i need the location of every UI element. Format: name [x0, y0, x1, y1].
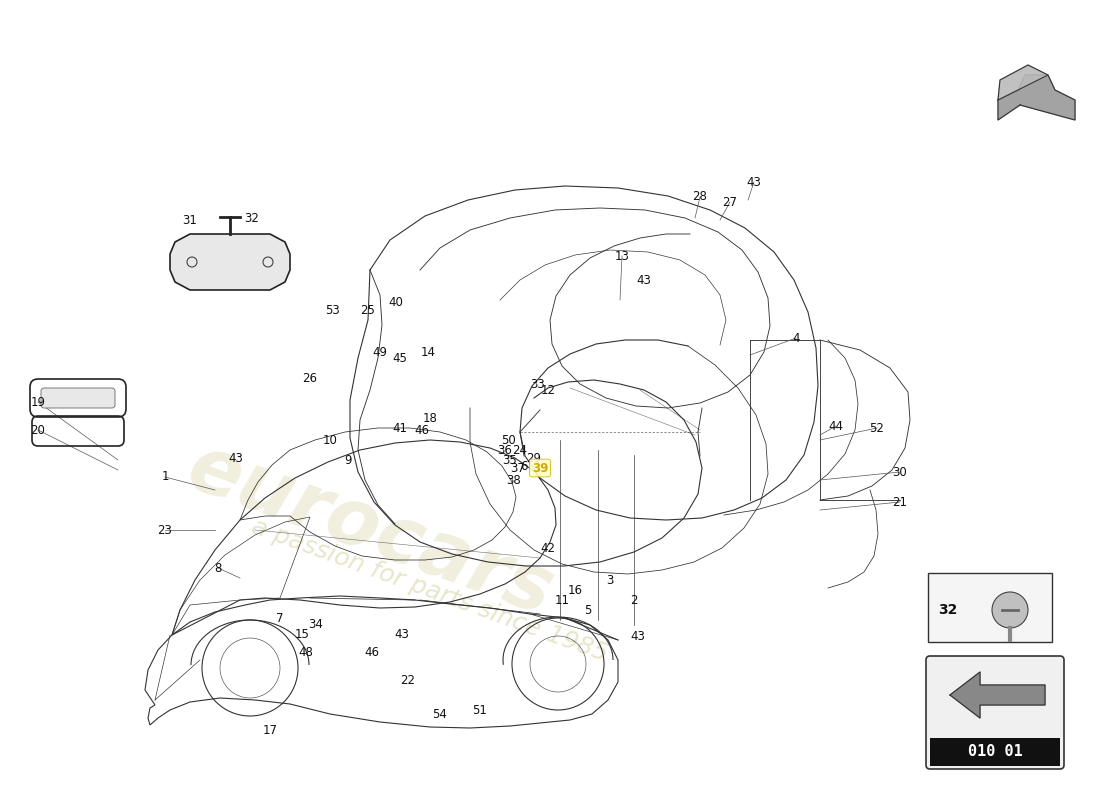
FancyBboxPatch shape [930, 738, 1060, 766]
Text: 33: 33 [530, 378, 546, 391]
Text: 13: 13 [615, 250, 629, 262]
Text: 28: 28 [693, 190, 707, 203]
Text: 2: 2 [630, 594, 638, 607]
Text: 22: 22 [400, 674, 416, 686]
Text: 4: 4 [792, 331, 800, 345]
Text: 36: 36 [497, 443, 513, 457]
Polygon shape [170, 234, 290, 290]
Polygon shape [950, 672, 1045, 718]
Text: 1: 1 [162, 470, 168, 483]
Text: 48: 48 [298, 646, 314, 658]
Text: 37: 37 [510, 462, 526, 474]
Text: 54: 54 [432, 709, 448, 722]
Text: 43: 43 [395, 627, 409, 641]
Text: 6: 6 [520, 461, 528, 474]
Polygon shape [998, 65, 1048, 100]
Text: 15: 15 [295, 627, 309, 641]
Text: a passion for parts since 1985: a passion for parts since 1985 [249, 514, 612, 666]
Text: 8: 8 [214, 562, 222, 574]
Text: 40: 40 [388, 295, 404, 309]
Text: 52: 52 [870, 422, 884, 434]
Text: 23: 23 [157, 523, 173, 537]
Text: 39: 39 [531, 462, 548, 474]
FancyBboxPatch shape [926, 656, 1064, 769]
Text: 34: 34 [309, 618, 323, 630]
Text: 31: 31 [183, 214, 197, 226]
Text: 30: 30 [892, 466, 907, 478]
Text: 25: 25 [361, 303, 375, 317]
Text: 20: 20 [31, 423, 45, 437]
FancyBboxPatch shape [41, 388, 116, 408]
Text: 42: 42 [540, 542, 556, 554]
Text: 16: 16 [568, 585, 583, 598]
Text: eurocars: eurocars [177, 429, 563, 631]
Text: 46: 46 [364, 646, 380, 658]
Text: 3: 3 [606, 574, 614, 586]
Text: 44: 44 [828, 419, 844, 433]
Text: 29: 29 [527, 451, 541, 465]
Text: 21: 21 [892, 495, 907, 509]
Text: 26: 26 [302, 371, 318, 385]
Circle shape [992, 592, 1028, 628]
Text: 45: 45 [393, 351, 407, 365]
Text: 010 01: 010 01 [968, 745, 1022, 759]
FancyBboxPatch shape [928, 573, 1052, 642]
Text: 11: 11 [554, 594, 570, 607]
Text: 19: 19 [31, 395, 45, 409]
Text: 49: 49 [373, 346, 387, 358]
Text: 43: 43 [637, 274, 651, 286]
Text: 7: 7 [276, 611, 284, 625]
Text: 5: 5 [584, 605, 592, 618]
Text: 27: 27 [723, 195, 737, 209]
Text: 24: 24 [513, 443, 528, 457]
Text: 51: 51 [473, 703, 487, 717]
Text: 32: 32 [938, 603, 958, 617]
Text: 43: 43 [747, 175, 761, 189]
Text: 12: 12 [540, 383, 556, 397]
Text: 43: 43 [630, 630, 646, 642]
Text: 50: 50 [500, 434, 516, 446]
Text: 38: 38 [507, 474, 521, 486]
Text: 43: 43 [229, 451, 243, 465]
Text: 10: 10 [322, 434, 338, 446]
Text: 35: 35 [503, 454, 517, 466]
Text: 53: 53 [324, 303, 340, 317]
Text: 14: 14 [420, 346, 436, 358]
Text: 46: 46 [415, 423, 429, 437]
Text: 41: 41 [393, 422, 407, 434]
Text: 32: 32 [244, 211, 260, 225]
Text: 18: 18 [422, 411, 438, 425]
Polygon shape [998, 75, 1075, 120]
Text: 17: 17 [263, 723, 277, 737]
Text: 9: 9 [344, 454, 352, 466]
